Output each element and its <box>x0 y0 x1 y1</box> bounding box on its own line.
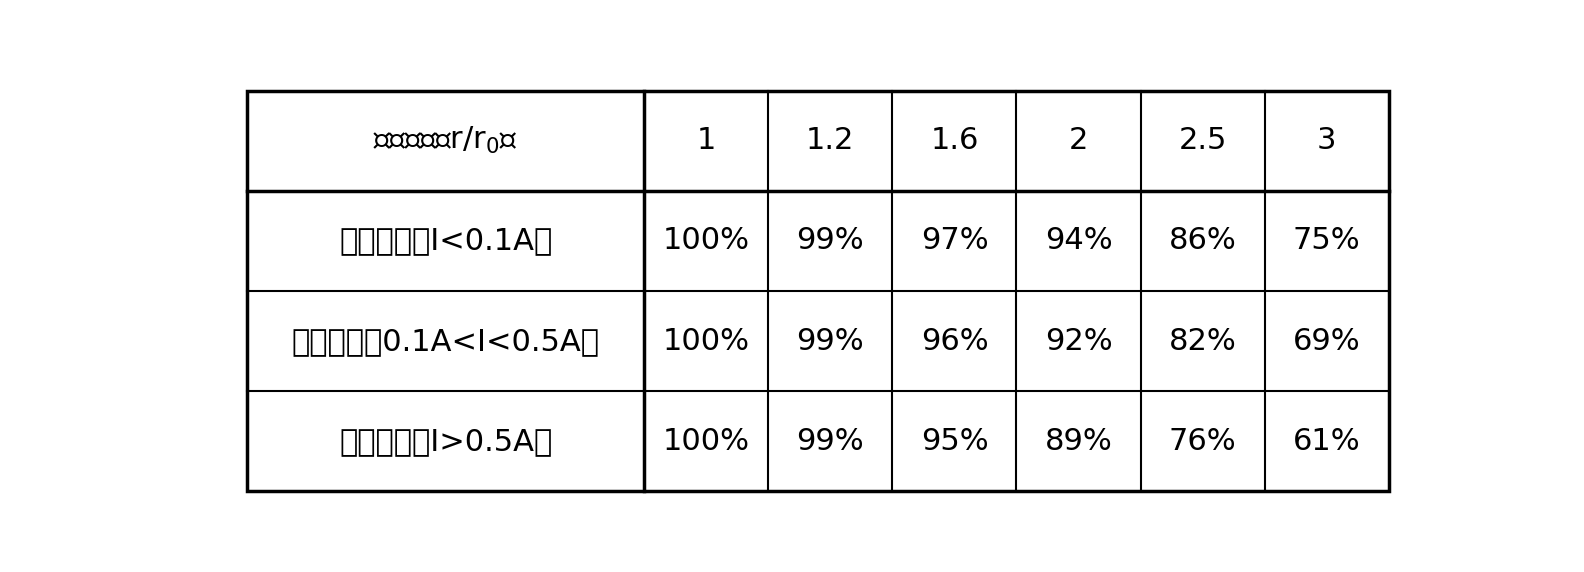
Text: 1: 1 <box>697 126 716 155</box>
Text: 69%: 69% <box>1293 327 1361 356</box>
Text: 修正因子（I<0.1A）: 修正因子（I<0.1A） <box>339 227 553 256</box>
Text: 1.6: 1.6 <box>930 126 979 155</box>
Text: 修正因子（0.1A<I<0.5A）: 修正因子（0.1A<I<0.5A） <box>291 327 600 356</box>
Text: 3: 3 <box>1316 126 1337 155</box>
Text: 82%: 82% <box>1169 327 1237 356</box>
Text: 96%: 96% <box>920 327 988 356</box>
Text: 61%: 61% <box>1293 427 1361 456</box>
Text: 94%: 94% <box>1045 227 1112 256</box>
Text: 97%: 97% <box>920 227 988 256</box>
Text: 1.2: 1.2 <box>806 126 854 155</box>
Text: 99%: 99% <box>797 427 865 456</box>
Text: 75%: 75% <box>1293 227 1361 256</box>
Text: 100%: 100% <box>662 427 749 456</box>
Text: 内阻比值（r/r$_0$）: 内阻比值（r/r$_0$） <box>374 125 518 156</box>
Text: 95%: 95% <box>920 427 988 456</box>
Text: 99%: 99% <box>797 227 865 256</box>
Text: 92%: 92% <box>1045 327 1112 356</box>
Text: 2: 2 <box>1069 126 1088 155</box>
Text: 86%: 86% <box>1169 227 1237 256</box>
Text: 100%: 100% <box>662 327 749 356</box>
Text: 100%: 100% <box>662 227 749 256</box>
Text: 2.5: 2.5 <box>1178 126 1228 155</box>
Text: 89%: 89% <box>1045 427 1112 456</box>
Text: 76%: 76% <box>1169 427 1237 456</box>
Text: 修正因子（I>0.5A）: 修正因子（I>0.5A） <box>339 427 553 456</box>
Text: 99%: 99% <box>797 327 865 356</box>
